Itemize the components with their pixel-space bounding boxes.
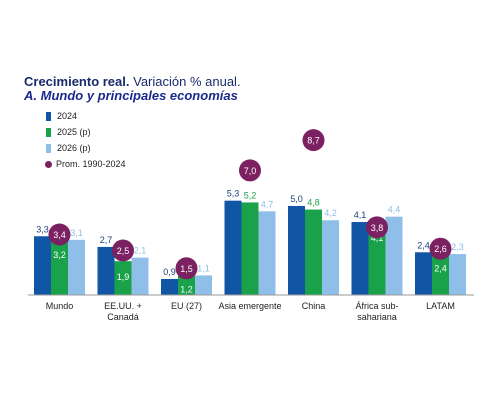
value-label-1-1: 3,3: [36, 224, 49, 234]
bar-2-3: [178, 273, 195, 295]
value-label-2-3: 1,2: [180, 285, 193, 295]
category-label-2-line-2: Canadá: [107, 312, 139, 322]
bar-3-4: [258, 211, 276, 295]
bar-1-4: [224, 200, 242, 295]
category-label-2-line-1: EE.UU. +: [104, 301, 142, 311]
bar-3-5: [322, 220, 339, 295]
value-label-2-1: 3,2: [53, 250, 66, 260]
legend-label-2024: 2024: [57, 111, 78, 121]
bar-1-5: [288, 206, 305, 295]
bar-1-6: [351, 222, 369, 295]
average-label-5: 8,7: [307, 136, 320, 146]
average-marker-7: [429, 237, 452, 260]
bar-2-4: [241, 202, 259, 295]
average-label-7: 2,6: [434, 244, 447, 254]
bar-3-2: [131, 257, 149, 295]
average-label-6: 3,8: [371, 223, 384, 233]
category-label-3: EU (27): [171, 301, 202, 311]
category-label-4: Asia emergente: [218, 301, 281, 311]
category-label-7: LATAM: [426, 301, 455, 311]
average-marker-5: [302, 129, 325, 152]
bar-3-7: [449, 254, 466, 295]
bar-1-2: [97, 246, 115, 295]
value-label-3-1: 3,1: [70, 228, 83, 238]
value-label-2-4: 5,2: [244, 190, 257, 200]
bar-3-6: [385, 216, 403, 295]
value-label-1-4: 5,3: [227, 189, 240, 199]
value-label-1-2: 2,7: [100, 235, 113, 245]
bar-2-2: [114, 261, 132, 295]
average-marker-4: [239, 159, 261, 182]
bar-3-3: [195, 275, 212, 295]
value-label-3-5: 4,2: [324, 208, 337, 218]
value-label-2-5: 4,8: [307, 198, 320, 208]
legend-item-average: Prom. 1990-2024: [45, 156, 126, 172]
average-label-2: 2,5: [117, 246, 130, 256]
legend-swatch-2025: [46, 127, 51, 137]
value-label-2-2: 1,9: [117, 272, 130, 282]
average-marker-2: [112, 239, 134, 262]
legend-swatch-2026: [46, 143, 51, 153]
legend-item-2026: 2026 (p): [46, 140, 126, 156]
bar-2-1: [51, 238, 68, 295]
legend-label-average: Prom. 1990-2024: [56, 159, 126, 169]
average-label-1: 3,4: [53, 230, 66, 240]
value-label-3-6: 4,4: [388, 205, 401, 215]
category-label-1: Mundo: [46, 301, 74, 311]
value-label-3-2: 2,1: [134, 246, 147, 256]
legend-label-2026: 2026 (p): [57, 143, 91, 153]
legend: 2024 2025 (p) 2026 (p) Prom. 1990-2024: [45, 108, 126, 172]
bar-1-1: [34, 236, 51, 295]
bar-2-5: [305, 209, 322, 295]
value-label-1-6: 4,1: [354, 210, 367, 220]
legend-item-2024: 2024: [46, 108, 126, 124]
average-label-4: 7,0: [244, 166, 257, 176]
value-label-3-3: 1,1: [197, 263, 210, 273]
legend-swatch-2024: [46, 111, 51, 121]
average-label-3: 1,5: [180, 264, 193, 274]
legend-item-2025: 2025 (p): [46, 124, 126, 140]
value-label-2-7: 2,4: [434, 263, 447, 273]
category-label-5: China: [302, 301, 326, 311]
value-label-1-7: 2,4: [417, 240, 430, 250]
value-label-1-3: 0,9: [163, 267, 176, 277]
bar-1-7: [415, 252, 432, 295]
legend-label-2025: 2025 (p): [57, 127, 91, 137]
average-marker-1: [48, 223, 71, 246]
bar-1-3: [161, 278, 178, 295]
value-label-3-4: 4,7: [261, 199, 274, 209]
chart-title: Crecimiento real. Variación % anual.: [24, 74, 241, 89]
legend-dot-average: [45, 160, 52, 168]
category-label-6-line-2: sahariana: [357, 312, 397, 322]
bar-2-6: [368, 222, 386, 295]
bar-2-7: [432, 252, 449, 295]
category-label-6-line-1: África sub-: [355, 301, 398, 311]
average-marker-3: [175, 257, 198, 280]
value-label-1-5: 5,0: [290, 194, 303, 204]
average-marker-6: [366, 216, 388, 239]
chart-subtitle: A. Mundo y principales economías: [24, 88, 238, 103]
bar-3-1: [68, 239, 85, 295]
value-label-3-7: 2,3: [451, 242, 464, 252]
